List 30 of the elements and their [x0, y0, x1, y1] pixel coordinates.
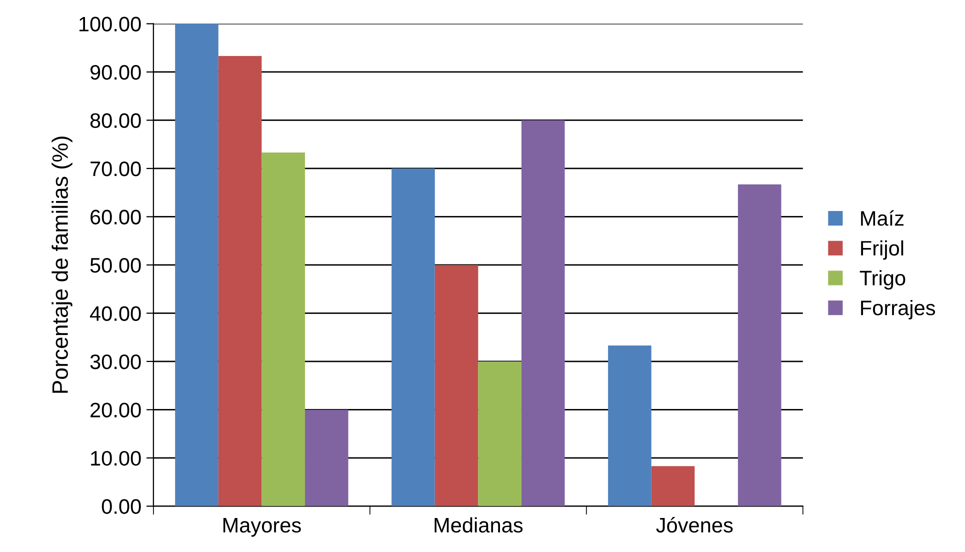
bar — [175, 24, 218, 506]
y-tick-label: 60.00 — [90, 210, 141, 224]
legend-label: Forrajes — [861, 300, 936, 320]
bar — [304, 410, 348, 506]
y-tick-label: 30.00 — [90, 354, 141, 370]
bar — [651, 466, 695, 506]
bar — [738, 184, 782, 506]
legend-label: Frijol — [861, 240, 904, 260]
y-tick-label: 20.00 — [90, 402, 141, 418]
bar — [521, 120, 565, 506]
x-tick-label: Medianas — [434, 517, 523, 533]
x-tick-label: Jóvenes — [656, 517, 733, 533]
y-tick-label: 80.00 — [90, 113, 141, 128]
bar — [218, 56, 262, 506]
bar — [478, 361, 522, 506]
y-tick-label: 70.00 — [90, 161, 141, 176]
bar — [392, 168, 435, 506]
bar — [608, 346, 652, 506]
y-tick-label: 0.00 — [102, 499, 141, 514]
legend-label: Maíz — [861, 210, 904, 226]
y-axis-title: Porcentaje de familias (%) — [52, 136, 72, 393]
bar — [434, 264, 478, 506]
y-tick-label: 50.00 — [90, 258, 141, 273]
y-tick-label: 10.00 — [91, 450, 141, 466]
y-tick-label: 100.00 — [80, 16, 141, 32]
x-tick-label: Mayores — [223, 518, 301, 537]
bar — [262, 152, 305, 506]
y-tick-label: 40.00 — [90, 306, 141, 321]
legend-label: Trigo — [860, 270, 906, 290]
y-tick-label: 90.00 — [90, 64, 141, 80]
